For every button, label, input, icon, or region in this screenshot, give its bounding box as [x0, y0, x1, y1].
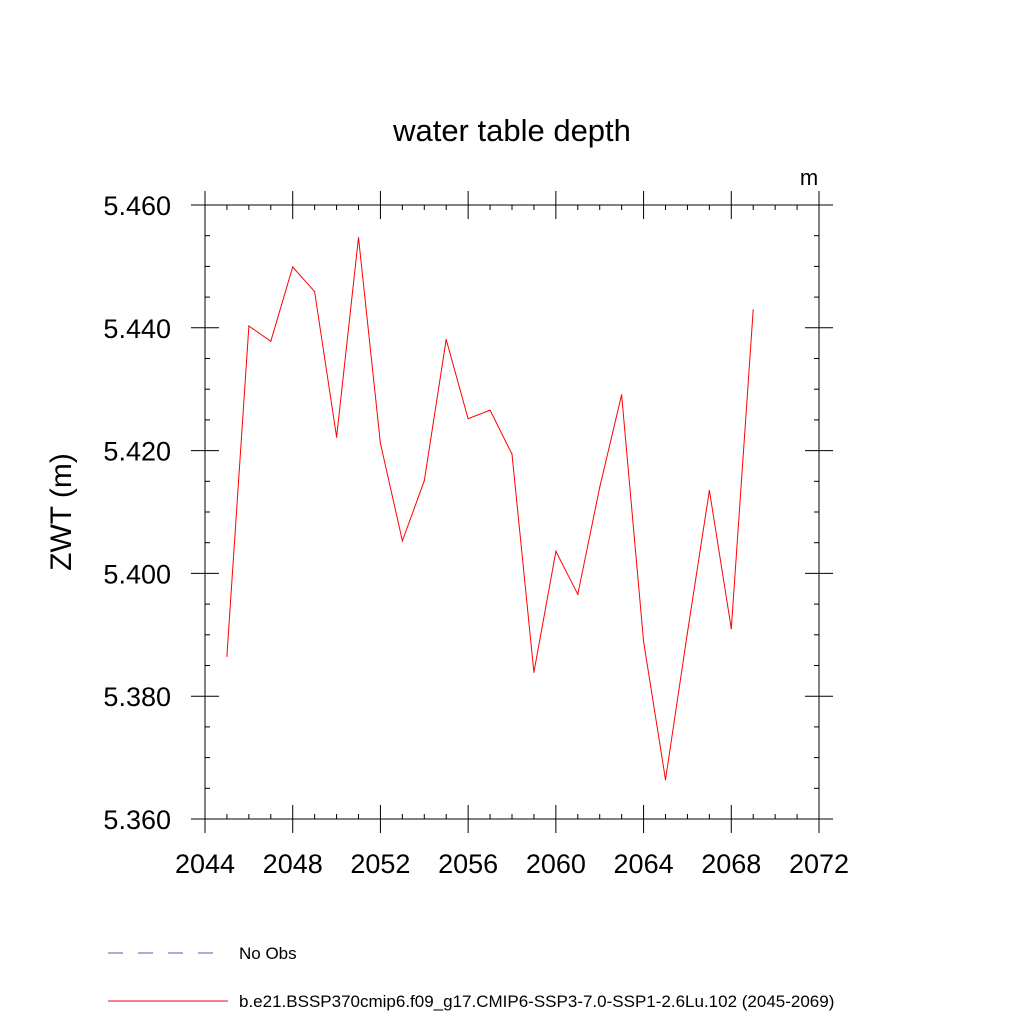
- data-point: [511, 453, 513, 455]
- data-point: [686, 632, 689, 634]
- units-label: m: [800, 165, 818, 190]
- legend: No Obs b.e21.BSSP370cmip6.f09_g17.CMIP6-…: [108, 944, 834, 1011]
- data-point: [708, 489, 710, 492]
- x-tick-label: 2044: [175, 849, 235, 879]
- data-point: [401, 540, 403, 542]
- data-point: [314, 290, 316, 293]
- y-tick-label: 5.400: [103, 559, 171, 589]
- x-tick-label: 2064: [614, 849, 674, 879]
- y-tick-label: 5.440: [103, 314, 171, 344]
- data-point: [467, 418, 469, 420]
- y-tick-label: 5.460: [103, 191, 171, 221]
- data-point: [445, 338, 447, 341]
- data-point: [423, 480, 425, 482]
- data-point: [664, 779, 667, 781]
- data-point: [730, 628, 732, 630]
- legend-label-no-obs: No Obs: [239, 944, 297, 963]
- data-point: [621, 394, 623, 396]
- data-point: [555, 550, 557, 552]
- data-series: [226, 236, 754, 781]
- data-point: [379, 442, 382, 444]
- x-tick-label: 2072: [789, 849, 849, 879]
- y-tick-label: 5.360: [103, 805, 171, 835]
- x-tick-label: 2048: [263, 849, 323, 879]
- x-tick-label: 2068: [701, 849, 761, 879]
- data-point: [226, 655, 228, 657]
- x-axis-ticks: 2044 2048 2052 2056 2060 2064 2068 2072: [175, 191, 849, 879]
- x-minor-ticks: [226, 205, 798, 819]
- chart-title: water table depth: [392, 113, 631, 148]
- x-tick-label: 2052: [350, 849, 410, 879]
- data-point: [292, 266, 294, 268]
- data-point: [248, 325, 250, 327]
- y-tick-label: 5.420: [103, 437, 171, 467]
- data-point: [533, 671, 535, 673]
- y-axis-label: ZWT (m): [45, 453, 78, 571]
- x-tick-label: 2060: [526, 849, 586, 879]
- data-point: [577, 593, 579, 595]
- y-tick-label: 5.380: [103, 682, 171, 712]
- series-line: [226, 237, 754, 780]
- data-point: [599, 486, 601, 489]
- y-minor-ticks: [205, 235, 819, 789]
- data-point: [335, 436, 338, 438]
- data-point: [270, 340, 272, 342]
- y-axis-ticks: 5.360 5.380 5.400 5.420 5.440 5.460: [103, 191, 833, 835]
- legend-label-model: b.e21.BSSP370cmip6.f09_g17.CMIP6-SSP3-7.…: [239, 992, 834, 1011]
- data-point: [489, 409, 491, 411]
- data-point: [752, 309, 754, 311]
- data-point: [642, 640, 645, 643]
- plot-frame: [204, 204, 820, 820]
- x-tick-label: 2056: [438, 849, 498, 879]
- data-point: [357, 236, 360, 239]
